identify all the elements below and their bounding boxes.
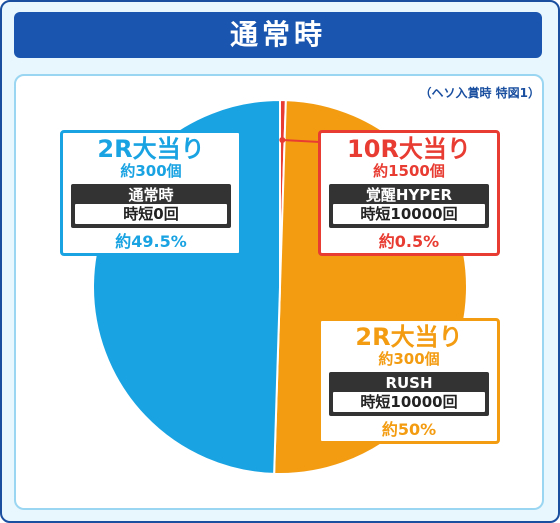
slice-pct-orange: 約50%: [381, 420, 437, 439]
slice-jitan-blue: 時短0回: [75, 204, 227, 224]
slice-jitan-orange: 時短10000回: [333, 392, 485, 412]
slice-card-red: 10R大当り 約1500個 覚醒HYPER 時短10000回 約0.5%: [318, 130, 500, 256]
slice-head-orange: 2R大当り: [355, 323, 463, 351]
slice-mode-name-red: 覚醒HYPER: [365, 186, 453, 204]
slice-pct-blue: 約49.5%: [115, 232, 187, 251]
leader-line-red: [282, 139, 321, 143]
slice-card-blue: 2R大当り 約300個 通常時 時短0回 約49.5%: [60, 130, 242, 256]
slice-head-red: 10R大当り: [347, 135, 471, 163]
slice-mode-orange: RUSH 時短10000回: [329, 372, 489, 416]
slice-sub-orange: 約300個: [378, 350, 440, 368]
slice-mode-red: 覚醒HYPER 時短10000回: [329, 184, 489, 228]
slice-head-blue: 2R大当り: [97, 135, 205, 163]
slice-card-orange: 2R大当り 約300個 RUSH 時短10000回 約50%: [318, 318, 500, 444]
slice-jitan-red: 時短10000回: [333, 204, 485, 224]
slice-pct-red: 約0.5%: [378, 232, 440, 251]
page-title: 通常時: [14, 12, 542, 58]
slice-mode-name-blue: 通常時: [128, 186, 174, 204]
slice-sub-red: 約1500個: [373, 162, 445, 180]
leader-dot-red: [279, 137, 286, 144]
chart-note: （ヘソ入賞時 特図1）: [419, 86, 540, 100]
slice-mode-blue: 通常時 時短0回: [71, 184, 231, 228]
slice-sub-blue: 約300個: [120, 162, 182, 180]
slice-mode-name-orange: RUSH: [385, 374, 433, 392]
